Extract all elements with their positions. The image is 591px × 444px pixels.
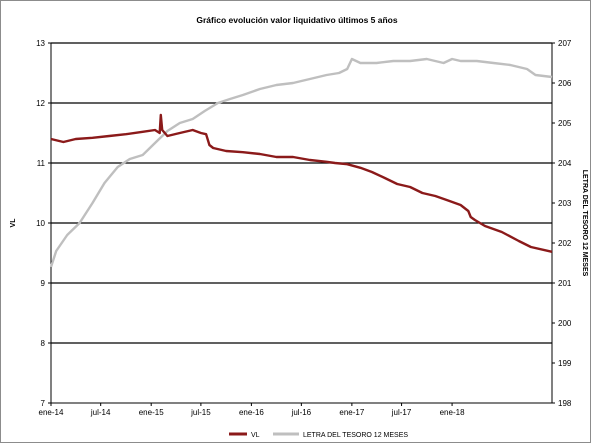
x-tick-label: jul-16 <box>291 408 312 417</box>
y-tick-label: 12 <box>36 99 45 108</box>
y-tick-label: 10 <box>36 219 45 228</box>
y-tick-label: 9 <box>41 279 46 288</box>
y2-tick-label: 198 <box>558 399 572 408</box>
y2-axis-label: LETRA DEL TESORO 12 MESES <box>581 170 588 277</box>
legend-label-letra: LETRA DEL TESORO 12 MESES <box>303 432 408 439</box>
x-tick-label: ene-15 <box>139 408 164 417</box>
series-line-vl <box>50 113 553 253</box>
y2-tick-label: 200 <box>558 319 572 328</box>
y2-tick-label: 201 <box>558 279 572 288</box>
y-axis-label: VL <box>10 218 17 228</box>
series-lines <box>49 57 553 268</box>
y2-tick-label: 202 <box>558 239 572 248</box>
y2-tick-label: 207 <box>558 39 572 48</box>
x-tick-label: jul-17 <box>391 408 412 417</box>
series-line-letra-tesoro <box>49 57 553 268</box>
y2-tick-label: 204 <box>558 159 572 168</box>
x-tick-label: ene-14 <box>39 408 64 417</box>
y2-tick-label: 199 <box>558 359 572 368</box>
y2-tick-label: 206 <box>558 79 572 88</box>
y-tick-label: 13 <box>36 39 45 48</box>
chart-title: Gráfico evolución valor liquidativo últi… <box>196 15 397 25</box>
y2-tick-label: 205 <box>558 119 572 128</box>
x-tick-label: jul-15 <box>190 408 211 417</box>
y-tick-label: 7 <box>41 399 46 408</box>
legend: VL LETRA DEL TESORO 12 MESES <box>229 432 408 439</box>
x-tick-label: jul-14 <box>90 408 111 417</box>
y-tick-label: 8 <box>41 339 46 348</box>
x-tick-label: ene-16 <box>239 408 264 417</box>
grid-lines <box>51 42 552 344</box>
y-tick-label: 11 <box>37 159 46 168</box>
x-tick-label: ene-17 <box>339 408 364 417</box>
y2-tick-label: 203 <box>558 199 572 208</box>
x-tick-label: ene-18 <box>440 408 465 417</box>
tick-labels: 7 8 9 10 11 12 13 198 199 200 201 202 203 204 205 206 20… <box>36 39 572 417</box>
legend-label-vl: VL <box>251 432 260 439</box>
